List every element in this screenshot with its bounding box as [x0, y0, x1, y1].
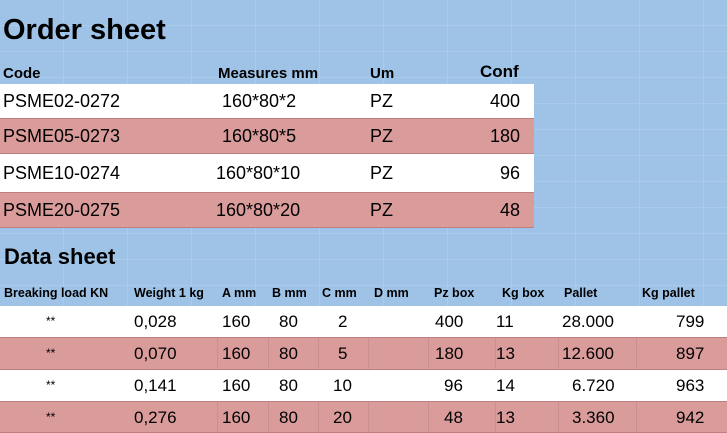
- data-b: 80: [279, 408, 298, 427]
- order-header-code: Code: [3, 65, 41, 82]
- order-um: PZ: [370, 200, 394, 220]
- data-c: 20: [333, 408, 352, 427]
- data-row[interactable]: ** 0,028 160 80 2 400 11 28.000 799: [0, 306, 727, 337]
- data-weight: 0,028: [134, 312, 177, 331]
- order-code: PSME20-0275: [3, 200, 121, 220]
- data-pz-box: 400: [435, 312, 464, 331]
- data-row[interactable]: ** 0,070 160 80 5 180 13 12.600 897: [0, 337, 727, 370]
- data-row[interactable]: ** 0,276 160 80 20 48 13 3.360 942: [0, 401, 727, 433]
- order-row[interactable]: PSME20-0275 160*80*20 PZ 48: [0, 192, 534, 228]
- order-um: PZ: [370, 91, 394, 111]
- order-measures: 160*80*10: [216, 163, 301, 183]
- cell-divider: [368, 338, 369, 369]
- cell-divider: [558, 402, 559, 432]
- data-kg-box: 11: [496, 312, 514, 331]
- data-a: 160: [222, 344, 251, 363]
- data-kg-box: 14: [496, 376, 515, 395]
- data-header-kg-pallet: Kg pallet: [642, 286, 695, 300]
- order-row[interactable]: PSME02-0272 160*80*2 PZ 400: [0, 84, 534, 118]
- data-row[interactable]: ** 0,141 160 80 10 96 14 6.720 963: [0, 370, 727, 401]
- data-sheet-title: Data sheet: [4, 244, 116, 269]
- data-header-b: B mm: [272, 286, 307, 300]
- order-code: PSME02-0272: [3, 91, 121, 111]
- data-header-a: A mm: [222, 286, 257, 300]
- order-header-conf: Conf: [480, 62, 519, 81]
- data-c: 5: [338, 344, 348, 363]
- data-b: 80: [279, 312, 298, 331]
- data-kg-pallet: 897: [676, 344, 705, 363]
- data-breaking-load: **: [46, 410, 56, 424]
- data-header-weight: Weight 1 kg: [134, 286, 204, 300]
- data-a: 160: [222, 376, 251, 395]
- order-row[interactable]: PSME10-0274 160*80*10 PZ 96: [0, 154, 534, 192]
- cell-divider: [495, 402, 496, 432]
- data-pz-box: 48: [444, 408, 463, 427]
- data-pz-box: 180: [435, 344, 464, 363]
- cell-divider: [495, 338, 496, 369]
- data-a: 160: [222, 312, 251, 331]
- cell-divider: [428, 338, 429, 369]
- data-weight: 0,070: [134, 344, 177, 363]
- data-b: 80: [279, 376, 298, 395]
- order-conf: 48: [499, 200, 520, 220]
- data-weight: 0,276: [134, 408, 177, 427]
- order-um: PZ: [370, 163, 394, 183]
- data-kg-pallet: 942: [676, 408, 705, 427]
- data-a: 160: [222, 408, 251, 427]
- cell-divider: [368, 402, 369, 432]
- order-measures: 160*80*20: [216, 200, 301, 220]
- order-um: PZ: [370, 126, 394, 146]
- order-row[interactable]: PSME05-0273 160*80*5 PZ 180: [0, 118, 534, 154]
- cell-divider: [268, 338, 269, 369]
- cell-divider: [268, 402, 269, 432]
- data-header-pz-box: Pz box: [434, 286, 475, 300]
- data-breaking-load: **: [46, 314, 56, 328]
- data-pallet: 28.000: [562, 312, 614, 331]
- data-breaking-load: **: [46, 346, 56, 360]
- order-conf: 96: [499, 163, 520, 183]
- order-code: PSME05-0273: [3, 126, 121, 146]
- order-sheet-title: Order sheet: [3, 14, 166, 46]
- data-pallet: 12.600: [562, 344, 614, 363]
- order-measures: 160*80*5: [222, 126, 297, 146]
- data-kg-pallet: 963: [676, 376, 705, 395]
- cell-divider: [636, 338, 637, 369]
- order-code: PSME10-0274: [3, 163, 121, 183]
- data-header-c: C mm: [322, 286, 357, 300]
- order-conf: 400: [489, 91, 520, 111]
- cell-divider: [318, 338, 319, 369]
- order-measures: 160*80*2: [222, 91, 297, 111]
- data-kg-box: 13: [496, 344, 515, 363]
- data-kg-box: 13: [496, 408, 515, 427]
- data-pallet: 3.360: [572, 408, 615, 427]
- cell-divider: [636, 402, 637, 432]
- data-header-pallet: Pallet: [564, 286, 598, 300]
- cell-divider: [428, 402, 429, 432]
- cell-divider: [558, 338, 559, 369]
- order-header-um: Um: [370, 65, 395, 82]
- cell-divider: [318, 402, 319, 432]
- data-c: 10: [333, 376, 352, 395]
- data-pz-box: 96: [444, 376, 463, 395]
- data-pallet: 6.720: [572, 376, 615, 395]
- data-b: 80: [279, 344, 298, 363]
- data-header-breaking-load: Breaking load KN: [4, 286, 109, 300]
- order-header-measures: Measures mm: [218, 65, 319, 82]
- data-header-d: D mm: [374, 286, 409, 300]
- data-c: 2: [338, 312, 348, 331]
- data-weight: 0,141: [134, 376, 177, 395]
- order-conf: 180: [489, 126, 520, 146]
- data-breaking-load: **: [46, 378, 56, 392]
- cell-divider: [217, 338, 218, 369]
- data-kg-pallet: 799: [676, 312, 705, 331]
- cell-divider: [217, 402, 218, 432]
- data-header-kg-box: Kg box: [502, 286, 545, 300]
